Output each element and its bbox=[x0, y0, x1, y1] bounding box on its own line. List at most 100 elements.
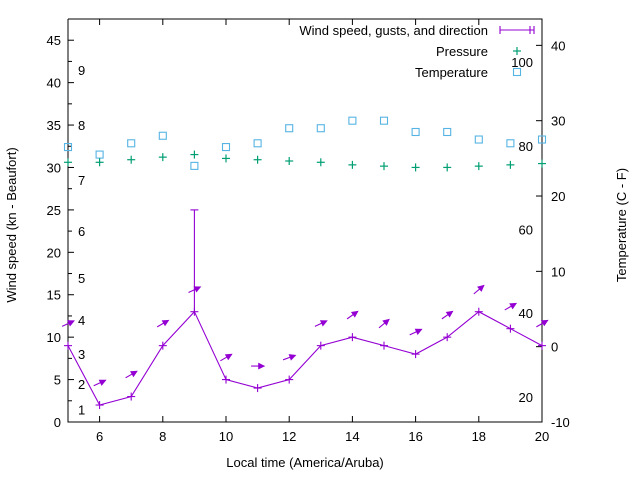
wind-speed-line bbox=[67, 310, 543, 406]
beaufort-label: 2 bbox=[78, 377, 85, 392]
beaufort-label: 4 bbox=[78, 313, 85, 328]
right-y-tick-label: 20 bbox=[551, 189, 565, 204]
arrow-head bbox=[319, 320, 328, 327]
temperature-point bbox=[158, 131, 167, 140]
right-y-axis-label: Temperature (C - F) bbox=[614, 168, 629, 282]
series-wind bbox=[61, 209, 549, 410]
left-y-tick-label: 35 bbox=[47, 118, 61, 133]
beaufort-label: 5 bbox=[78, 271, 85, 286]
wind-direction-arrow bbox=[251, 362, 266, 370]
arrow-head bbox=[130, 370, 138, 378]
wind-direction-arrow bbox=[125, 370, 138, 379]
pressure-point bbox=[474, 162, 483, 171]
legend-label-wind: Wind speed, gusts, and direction bbox=[299, 23, 488, 38]
arrow-head bbox=[258, 362, 266, 370]
wind-direction-arrow bbox=[473, 284, 485, 295]
x-tick-label: 20 bbox=[535, 429, 549, 444]
legend-sample-temperature bbox=[512, 67, 522, 77]
beaufort-label: 1 bbox=[78, 402, 85, 417]
temperature-point bbox=[443, 127, 452, 137]
wind-speed-point bbox=[253, 384, 262, 393]
right-y-tick-label: 30 bbox=[551, 114, 565, 129]
x-tick-label: 16 bbox=[408, 429, 422, 444]
arrow-head bbox=[382, 318, 390, 326]
wind-direction-arrow bbox=[504, 302, 518, 311]
temperature-point bbox=[253, 139, 262, 148]
x-tick-label: 14 bbox=[345, 429, 359, 444]
temperature-point bbox=[411, 127, 420, 137]
wind-speed-point bbox=[158, 341, 167, 350]
wind-speed-point bbox=[127, 392, 136, 401]
fahrenheit-label: 60 bbox=[519, 222, 533, 237]
left-y-tick-label: 45 bbox=[47, 33, 61, 48]
wind-direction-arrow bbox=[156, 319, 170, 328]
left-axis-ticks: 0 5 10 15 20 25 30 35 40 45 bbox=[47, 33, 74, 430]
pressure-point bbox=[348, 160, 357, 169]
fahrenheit-label: 80 bbox=[519, 139, 533, 154]
pressure-point bbox=[127, 155, 136, 164]
pressure-point bbox=[253, 155, 262, 164]
left-y-tick-label: 0 bbox=[54, 415, 61, 430]
left-y-tick-label: 25 bbox=[47, 203, 61, 218]
pressure-point bbox=[411, 163, 420, 172]
wind-speed-point bbox=[222, 375, 230, 384]
arrow-head bbox=[414, 328, 423, 335]
left-y-tick-label: 5 bbox=[54, 373, 61, 388]
beaufort-label: 8 bbox=[78, 118, 85, 133]
x-tick-label: 12 bbox=[282, 429, 296, 444]
arrow-head bbox=[509, 302, 518, 310]
arrow-head bbox=[161, 319, 170, 327]
wind-speed-point bbox=[380, 341, 388, 350]
legend-label-pressure: Pressure bbox=[436, 44, 488, 59]
arrow-head bbox=[350, 310, 359, 318]
x-tick-label: 8 bbox=[159, 429, 166, 444]
fahrenheit-label: 20 bbox=[519, 390, 533, 405]
beaufort-label: 3 bbox=[78, 347, 85, 362]
pressure-point bbox=[538, 159, 546, 168]
temperature-point bbox=[190, 161, 199, 170]
arrow-head bbox=[98, 379, 107, 386]
arrow-head bbox=[445, 310, 454, 318]
wind-speed-point bbox=[348, 333, 357, 342]
wind-direction-arrow bbox=[378, 318, 390, 329]
right-axis-ticks: -10 0 10 20 30 40 bbox=[536, 38, 570, 430]
arrow-head bbox=[540, 319, 549, 327]
x-axis-label: Local time (America/Aruba) bbox=[226, 455, 384, 470]
left-y-tick-label: 20 bbox=[47, 245, 61, 260]
pressure-point bbox=[64, 158, 72, 167]
wind-speed-point bbox=[538, 341, 546, 350]
beaufort-label: 6 bbox=[78, 224, 85, 239]
arrow-head bbox=[477, 284, 485, 292]
pressure-point bbox=[316, 158, 325, 167]
pressure-point bbox=[285, 157, 294, 165]
wind-speed-point bbox=[411, 350, 420, 359]
x-tick-label: 6 bbox=[96, 429, 103, 444]
pressure-point bbox=[443, 163, 452, 172]
wind-direction-arrow bbox=[61, 320, 75, 327]
wind-speed-point bbox=[64, 341, 72, 350]
wind-direction-arrow bbox=[220, 353, 233, 362]
temperature-point bbox=[63, 143, 73, 152]
temperature-point bbox=[379, 116, 389, 125]
wind-direction-arrow bbox=[409, 328, 423, 336]
beaufort-label: 7 bbox=[78, 173, 85, 188]
left-y-tick-label: 15 bbox=[47, 288, 61, 303]
wind-direction-arrow bbox=[93, 379, 107, 387]
left-y-tick-label: 40 bbox=[47, 76, 61, 91]
fahrenheit-label: 40 bbox=[519, 306, 533, 321]
wind-direction-arrow bbox=[346, 310, 359, 320]
wind-direction-arrow bbox=[441, 310, 454, 320]
series-temperature bbox=[63, 116, 547, 170]
wind-speed-point bbox=[474, 307, 483, 316]
arrow-head bbox=[224, 353, 233, 361]
wind-speed-point bbox=[506, 324, 515, 333]
fahrenheit-scale-labels: 20 40 60 80 100 bbox=[511, 55, 533, 405]
right-y-tick-label: 40 bbox=[551, 38, 565, 53]
temperature-point bbox=[316, 124, 325, 133]
pressure-point bbox=[158, 153, 167, 162]
x-axis-ticks: 6 8 10 12 14 16 18 20 bbox=[96, 19, 549, 444]
temperature-point bbox=[221, 143, 231, 152]
pressure-point bbox=[95, 158, 104, 167]
